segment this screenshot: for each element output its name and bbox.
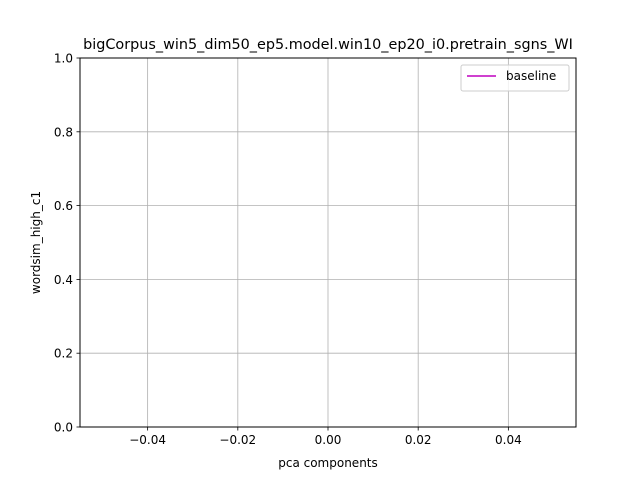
- legend-frame: [460, 64, 570, 92]
- legend-label-baseline: baseline: [506, 69, 556, 83]
- chart-title: bigCorpus_win5_dim50_ep5.model.win10_ep2…: [83, 37, 573, 53]
- x-tick-label: 0.02: [405, 433, 432, 447]
- y-axis-label: wordsim_high_c1: [29, 191, 43, 294]
- y-tick-label: 0.0: [54, 421, 73, 435]
- legend: baseline: [460, 64, 570, 92]
- x-tick-label: −0.02: [219, 433, 256, 447]
- x-tick-label: 0.00: [315, 433, 342, 447]
- x-tick-label: 0.04: [495, 433, 522, 447]
- y-tick-label: 1.0: [54, 52, 73, 66]
- x-axis: −0.04 −0.02 0.00 0.02 0.04: [129, 427, 522, 447]
- y-tick-label: 0.4: [54, 273, 73, 287]
- x-axis-label: pca components: [278, 456, 378, 470]
- y-tick-label: 0.6: [54, 199, 73, 213]
- y-tick-label: 0.2: [54, 347, 73, 361]
- x-tick-label: −0.04: [129, 433, 166, 447]
- y-tick-label: 0.8: [54, 125, 73, 139]
- y-axis: 0.0 0.2 0.4 0.6 0.8 1.0: [54, 52, 80, 435]
